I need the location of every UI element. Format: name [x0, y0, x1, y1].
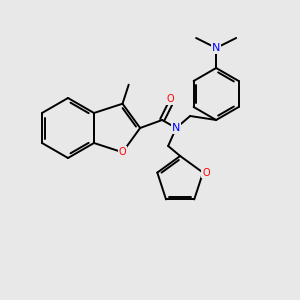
Text: N: N [212, 43, 220, 53]
Text: O: O [202, 168, 210, 178]
Text: N: N [172, 123, 180, 133]
Text: O: O [166, 94, 174, 104]
Text: O: O [119, 147, 126, 157]
